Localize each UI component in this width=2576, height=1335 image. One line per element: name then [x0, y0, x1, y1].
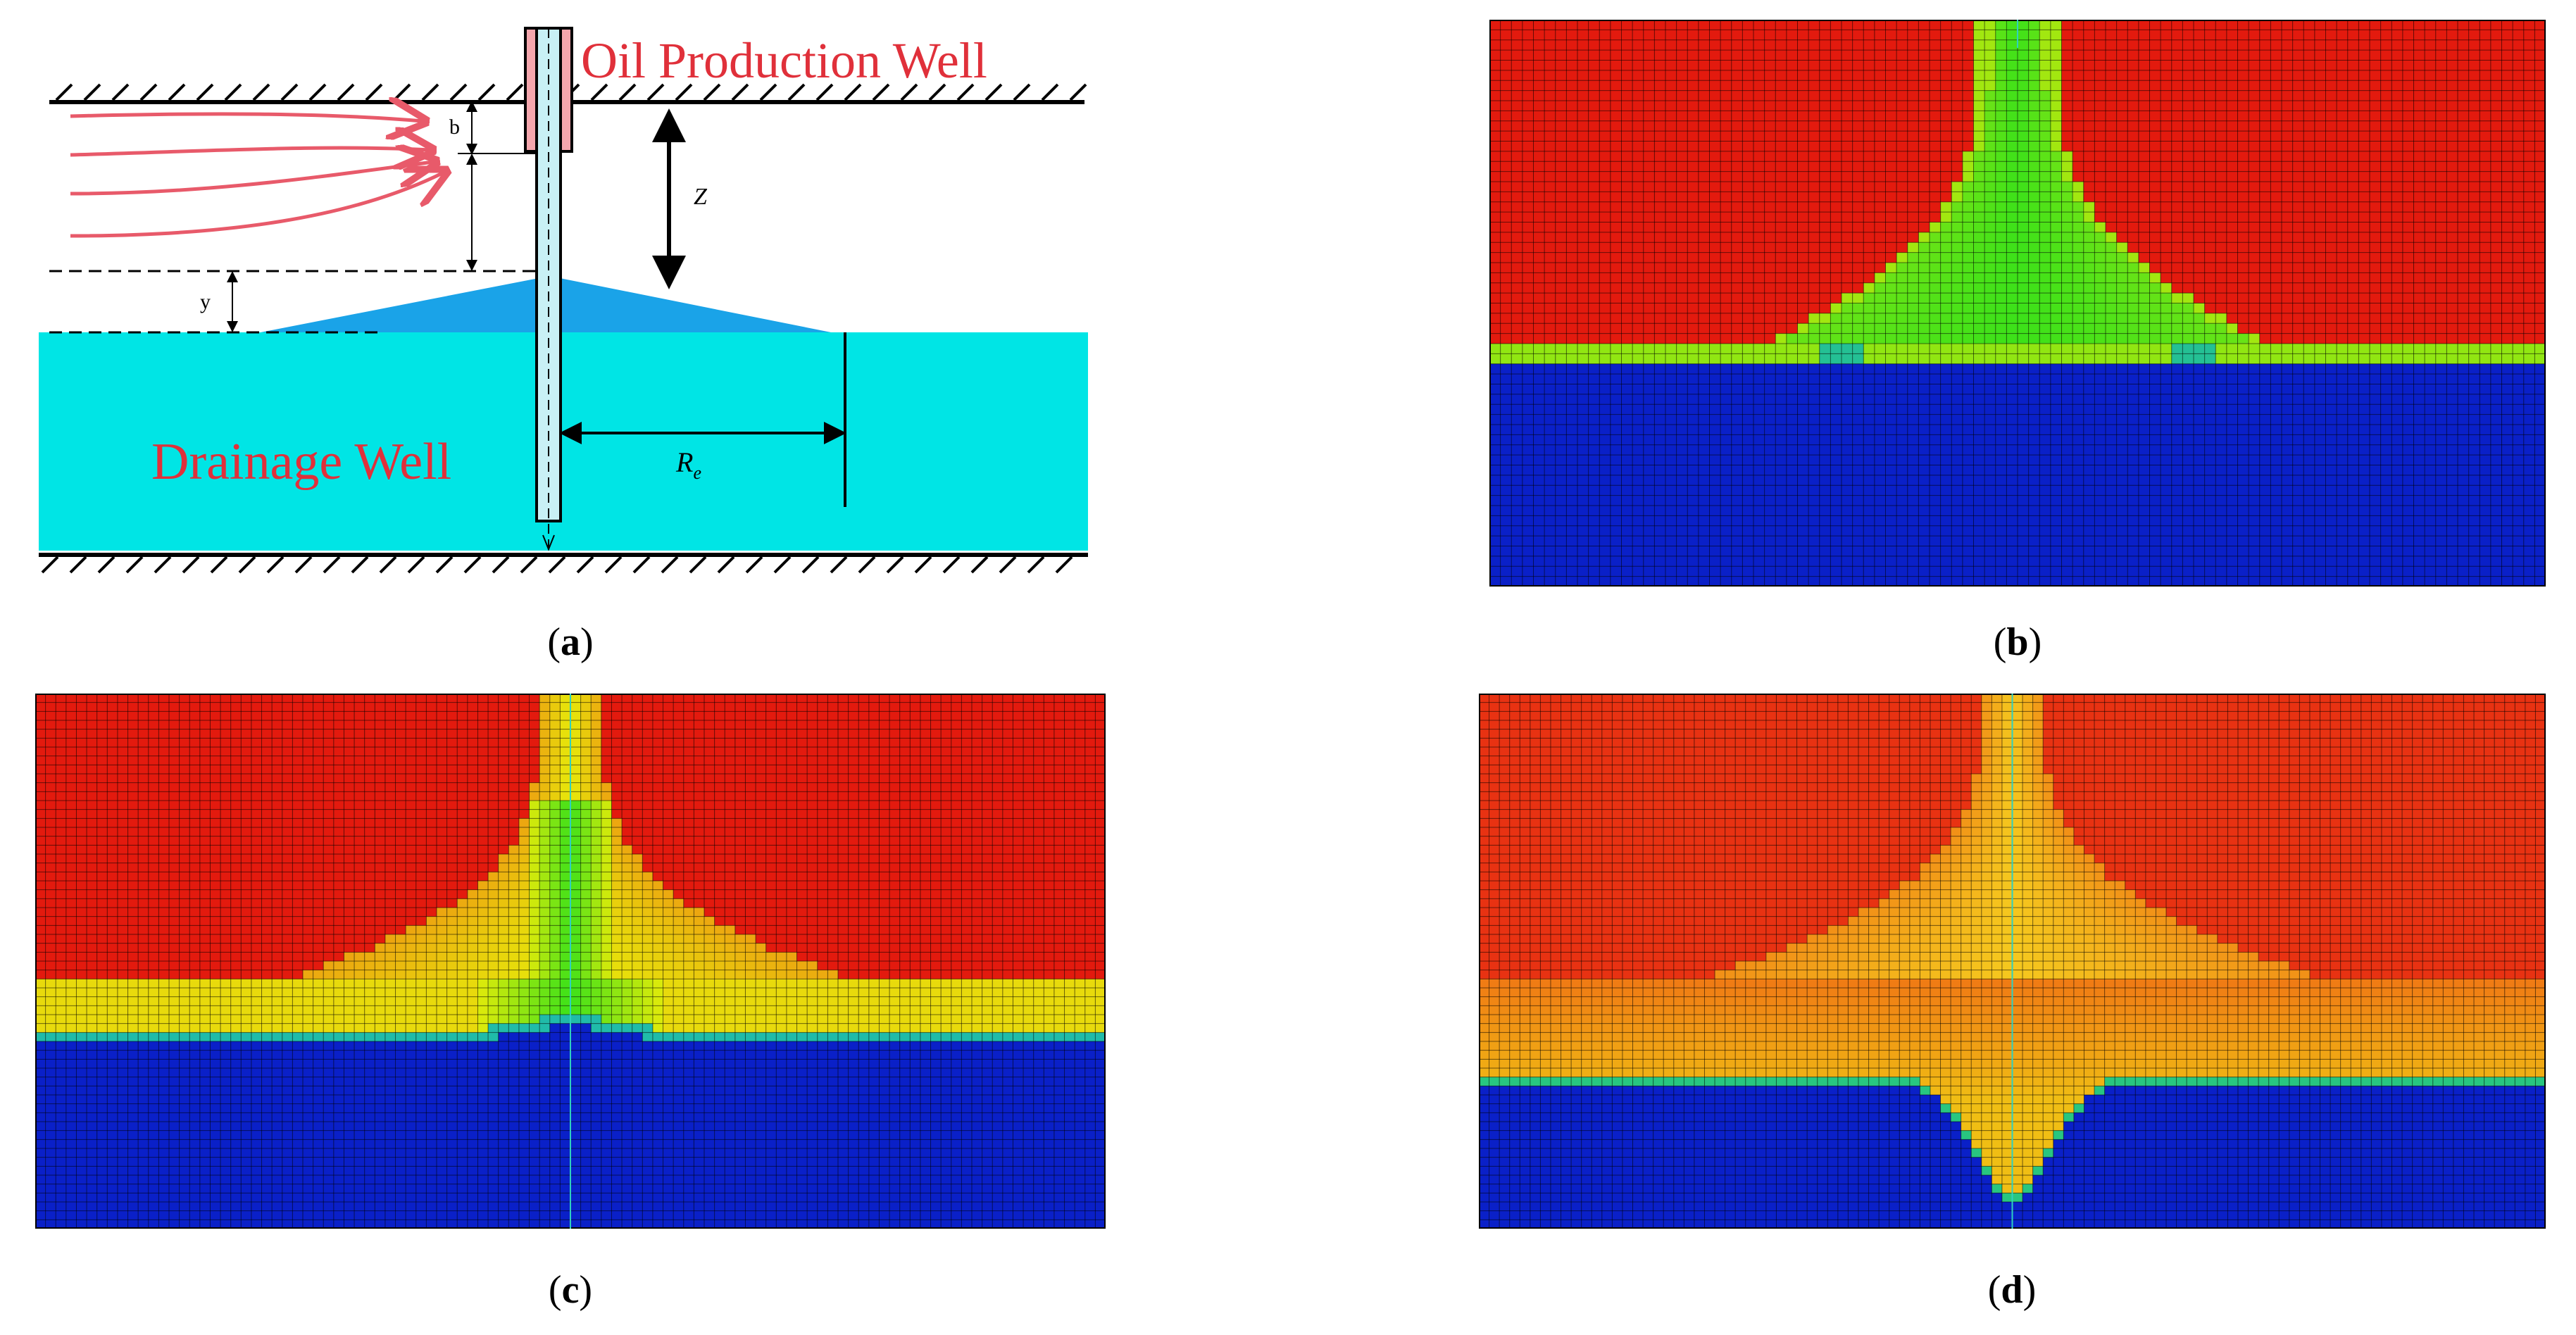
simulation-panel-c	[35, 694, 1106, 1229]
caption-c: (c)	[548, 1268, 593, 1312]
drainage-well-label: Drainage Well	[151, 433, 451, 491]
simulation-panel-b	[1489, 20, 2546, 587]
grid-cells	[35, 694, 1106, 1229]
bottom-hatch	[41, 556, 1073, 574]
schematic-diagram: b y Z Re Oil Production Well Drainage We…	[39, 27, 1088, 574]
saturation-grid-d	[1479, 694, 2546, 1229]
dimension-b	[458, 101, 535, 155]
flow-arrows	[70, 114, 444, 238]
grid-cells	[1479, 694, 2546, 1229]
label-b: b	[449, 115, 460, 139]
oil-production-well-label: Oil Production Well	[581, 32, 987, 89]
saturation-grid-b	[1489, 20, 2546, 587]
caption-b: (b)	[1993, 620, 2042, 664]
schematic-panel-a: b y Z Re Oil Production Well Drainage We…	[28, 14, 1127, 577]
saturation-grid-c	[35, 694, 1106, 1229]
grid-lines	[1489, 20, 2546, 587]
label-y: y	[200, 290, 211, 313]
grid-cells	[1489, 20, 2546, 587]
dimension-re	[559, 332, 846, 507]
caption-d: (d)	[1987, 1268, 2037, 1312]
caption-a: (a)	[547, 620, 594, 664]
simulation-panel-d	[1479, 694, 2546, 1229]
label-z: Z	[694, 184, 708, 210]
label-re: Re	[675, 446, 701, 483]
well-bottom-arrow	[542, 534, 555, 551]
